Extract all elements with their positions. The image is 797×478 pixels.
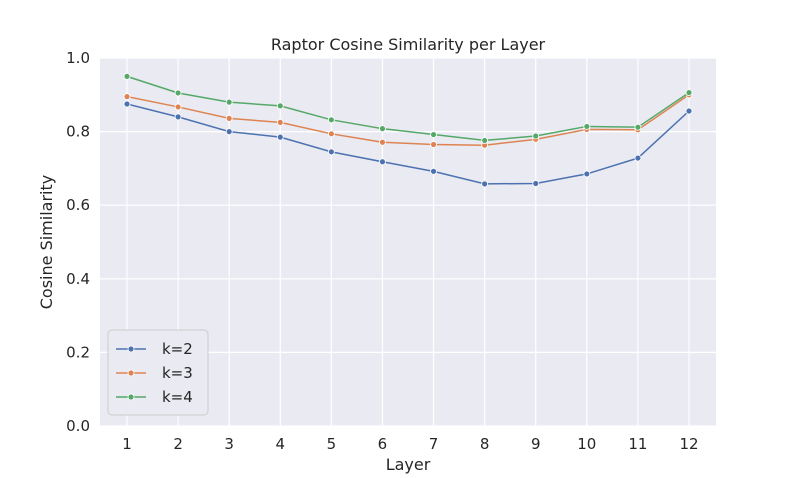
series-lines <box>123 73 693 188</box>
series-k-4 <box>123 73 693 144</box>
x-tick-label: 2 <box>173 435 183 453</box>
legend-marker <box>127 369 135 377</box>
data-point <box>634 154 642 162</box>
x-tick-label: 1 <box>122 435 132 453</box>
legend-label: k=4 <box>162 388 193 406</box>
y-tick-label: 0.6 <box>66 196 90 214</box>
x-axis-label: Layer <box>386 455 431 474</box>
legend-marker <box>127 345 135 353</box>
x-tick-label: 8 <box>480 435 490 453</box>
data-point <box>481 137 489 144</box>
data-point <box>276 102 284 110</box>
x-tick-label: 10 <box>577 435 596 453</box>
y-tick-label: 1.0 <box>66 49 90 67</box>
x-tick-label: 4 <box>275 435 285 453</box>
data-point <box>685 107 693 115</box>
data-point <box>430 167 437 175</box>
y-tick-label: 0.0 <box>66 417 90 435</box>
x-tick-label: 11 <box>628 435 647 453</box>
x-tick-label: 3 <box>224 435 234 453</box>
data-point <box>123 73 131 80</box>
x-tick-label: 7 <box>429 435 439 453</box>
data-point <box>225 98 233 106</box>
data-point <box>532 180 540 187</box>
data-point <box>583 170 591 178</box>
y-tick-label: 0.8 <box>66 123 90 141</box>
data-point <box>532 132 540 140</box>
y-tick-label: 0.4 <box>66 270 90 288</box>
data-point <box>685 89 693 96</box>
series-line <box>126 103 690 185</box>
data-point <box>379 125 386 133</box>
x-tick-label: 6 <box>378 435 388 453</box>
x-tick-label: 9 <box>531 435 541 453</box>
series-line <box>126 94 690 146</box>
data-point <box>174 89 182 97</box>
data-point <box>481 180 489 188</box>
data-point <box>327 116 335 124</box>
x-tick-label: 12 <box>679 435 698 453</box>
data-point <box>225 114 233 122</box>
data-point <box>327 130 335 138</box>
x-axis-ticks: 1 2 3 4 5 6 7 8 9 10 11 12 <box>122 435 698 453</box>
series-k-2 <box>123 100 693 188</box>
y-tick-label: 0.2 <box>66 343 90 361</box>
data-point <box>225 128 233 136</box>
y-axis-label: Cosine Similarity <box>37 175 56 309</box>
data-point <box>276 119 284 126</box>
legend-label: k=2 <box>162 340 193 358</box>
y-axis-ticks: 0.0 0.2 0.4 0.6 0.8 1.0 <box>66 49 90 435</box>
data-point <box>634 123 642 131</box>
data-point <box>174 113 182 121</box>
data-point <box>174 103 182 111</box>
data-point <box>379 158 386 166</box>
legend: k=2 k=3 k=4 <box>107 329 209 416</box>
data-point <box>430 141 437 148</box>
chart-title: Raptor Cosine Similarity per Layer <box>271 35 546 54</box>
data-point <box>327 148 335 156</box>
data-point <box>583 123 591 130</box>
series-line <box>126 75 690 142</box>
data-point <box>430 131 437 138</box>
legend-label: k=3 <box>162 364 193 382</box>
x-tick-label: 5 <box>327 435 337 453</box>
data-point <box>379 138 386 146</box>
data-point <box>123 93 131 101</box>
data-point <box>123 100 131 108</box>
legend-marker <box>127 393 135 401</box>
data-point <box>276 133 284 141</box>
